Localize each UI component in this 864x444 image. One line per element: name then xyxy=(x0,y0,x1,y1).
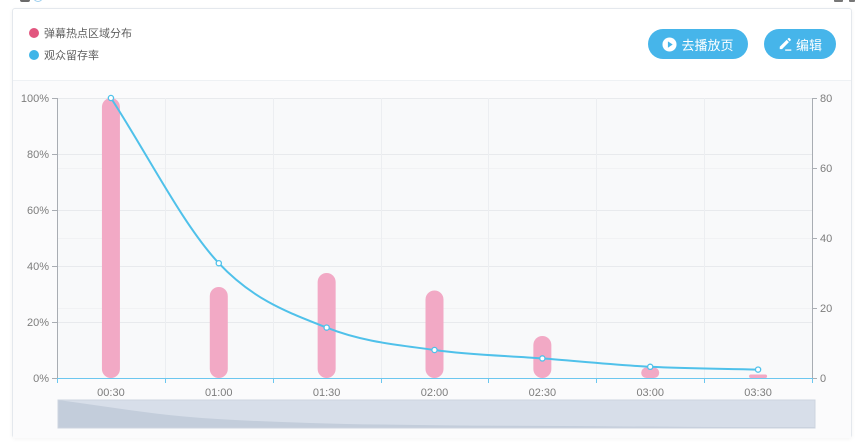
datazoom-slider[interactable] xyxy=(57,399,816,429)
edit-icon xyxy=(778,37,792,51)
y-axis-right-tick-label: 80 xyxy=(820,93,832,105)
x-axis-tick-label: 02:00 xyxy=(421,387,449,399)
line-point-0330[interactable] xyxy=(754,366,762,373)
x-axis-tick-label: 01:00 xyxy=(205,387,233,399)
y-axis-right-tick-label: 0 xyxy=(820,373,826,385)
line-point-0230[interactable] xyxy=(539,355,546,362)
y-axis-left-tick-label: 100% xyxy=(21,93,49,105)
y-axis-right-tick-label: 60 xyxy=(820,163,832,175)
legend-label: 弹幕热点区域分布 xyxy=(44,28,132,40)
button-label: 去播放页 xyxy=(681,37,734,53)
bar-0100[interactable] xyxy=(209,287,228,378)
line-point-0030[interactable] xyxy=(107,94,115,102)
legend-dot-danmaku-hotspot xyxy=(29,28,39,38)
y-axis-left-tick-label: 20% xyxy=(27,317,49,329)
button-label: 编辑 xyxy=(795,37,822,53)
legend-item-danmaku-hotspot[interactable]: 弹幕热点区域分布 xyxy=(29,26,132,40)
datazoom-data-shadow xyxy=(58,400,815,428)
x-axis-tick-label: 03:30 xyxy=(744,387,772,399)
y-axis-left-tick-label: 0% xyxy=(33,373,49,385)
partial-toolbar-icon xyxy=(849,0,855,2)
x-axis-tick-label: 02:30 xyxy=(529,387,557,399)
y-axis-left-tick-label: 60% xyxy=(27,205,49,217)
line-point-0300[interactable] xyxy=(646,363,654,371)
play-circle-icon xyxy=(662,36,678,52)
partial-toolbar-icon xyxy=(834,0,843,2)
line-point-0130[interactable] xyxy=(323,324,330,331)
x-axis-tick-label: 00:30 xyxy=(97,387,125,399)
go-to-playback-page-button[interactable]: 去播放页 xyxy=(648,29,748,59)
line-series xyxy=(107,94,762,373)
bar-0200[interactable] xyxy=(425,290,444,379)
axes: 0% 20% 40% 60% 80% 100% 0 20 40 60 80 00:30 01:00 01:… xyxy=(21,93,832,399)
line-point-0100[interactable] xyxy=(215,259,223,267)
x-axis-tick-label: 01:30 xyxy=(313,387,341,399)
y-axis-right-tick-label: 20 xyxy=(820,303,832,315)
line-point-0200[interactable] xyxy=(431,346,438,354)
legend-label: 观众留存率 xyxy=(44,50,99,62)
x-axis-tick-label: 03:00 xyxy=(636,387,664,399)
bar-0300[interactable] xyxy=(641,367,660,379)
y-axis-right-tick-label: 40 xyxy=(820,233,832,245)
y-axis-left-tick-label: 40% xyxy=(27,261,49,273)
legend-dot-audience-retention xyxy=(29,50,39,60)
bar-0330[interactable] xyxy=(749,374,768,379)
partial-toolbar-icon xyxy=(20,0,30,2)
y-axis-left-tick-label: 80% xyxy=(27,149,49,161)
legend-item-audience-retention[interactable]: 观众留存率 xyxy=(29,48,99,62)
datazoom-window[interactable] xyxy=(57,399,816,429)
edit-button[interactable]: 编辑 xyxy=(764,29,836,59)
bar-0030[interactable] xyxy=(101,98,120,378)
